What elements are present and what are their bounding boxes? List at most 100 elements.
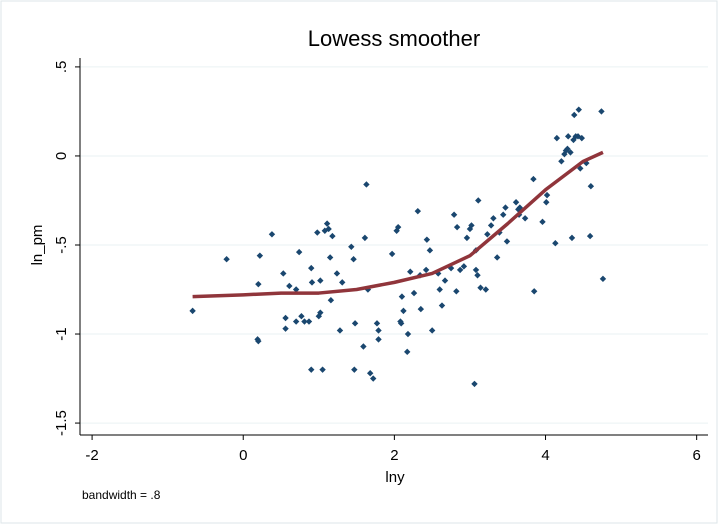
point — [438, 302, 446, 309]
point — [521, 215, 529, 222]
point — [255, 280, 262, 288]
y-tick-label: 0 — [53, 152, 70, 160]
x-tick-label: 4 — [541, 447, 549, 464]
point — [305, 318, 313, 325]
point — [417, 305, 425, 313]
point — [333, 270, 341, 277]
lowess-line — [192, 150, 604, 299]
point — [375, 327, 382, 334]
point — [256, 252, 264, 259]
point — [561, 150, 568, 158]
point — [388, 250, 396, 258]
point — [474, 272, 481, 279]
point — [282, 314, 289, 322]
point — [484, 231, 491, 238]
point — [553, 134, 561, 142]
point — [463, 234, 471, 242]
point — [441, 277, 449, 284]
point — [366, 370, 374, 377]
point — [487, 222, 495, 229]
point — [502, 204, 509, 211]
point — [423, 236, 431, 243]
point — [397, 320, 405, 327]
point — [564, 133, 572, 140]
point — [426, 247, 434, 254]
point — [493, 254, 501, 261]
point — [295, 248, 303, 256]
point — [301, 318, 308, 325]
x-tick-label: 2 — [390, 447, 398, 464]
point — [599, 275, 607, 283]
point — [308, 366, 315, 373]
point — [436, 286, 443, 293]
point — [336, 327, 344, 334]
point — [543, 191, 551, 199]
point — [268, 231, 276, 238]
point — [329, 232, 336, 240]
point — [598, 108, 605, 115]
point — [512, 199, 520, 206]
point — [578, 134, 585, 142]
point — [422, 266, 430, 274]
point — [475, 197, 482, 204]
x-tick-label: 6 — [692, 447, 700, 464]
point — [404, 348, 411, 356]
point — [323, 220, 331, 227]
point — [286, 282, 293, 290]
point — [317, 277, 324, 284]
point — [568, 234, 576, 242]
point — [308, 264, 315, 272]
point — [351, 320, 359, 327]
y-tick-label: -1.5 — [53, 410, 70, 436]
point — [456, 266, 464, 274]
point — [500, 211, 507, 218]
point — [363, 181, 370, 188]
point — [410, 289, 418, 297]
point — [361, 234, 369, 242]
point — [325, 225, 332, 233]
point — [292, 286, 300, 293]
point — [360, 343, 367, 350]
point — [314, 229, 321, 236]
y-tick-label: -1 — [53, 327, 70, 340]
point — [375, 336, 382, 343]
point — [407, 268, 414, 275]
note: bandwidth = .8 — [82, 488, 161, 502]
x-tick-label: 0 — [239, 447, 247, 464]
x-axis-label: lny — [385, 469, 405, 486]
point — [530, 288, 538, 295]
point — [351, 366, 358, 373]
point — [472, 266, 480, 274]
point — [490, 215, 497, 222]
point — [587, 183, 595, 190]
point — [327, 296, 335, 304]
point — [450, 211, 458, 218]
point — [404, 330, 412, 338]
y-tick-label: .5 — [53, 61, 70, 74]
point — [543, 199, 550, 206]
point — [577, 165, 584, 172]
point — [453, 223, 461, 231]
point — [571, 111, 578, 119]
point — [394, 223, 402, 231]
point — [482, 286, 490, 293]
point — [516, 204, 524, 211]
point — [326, 254, 334, 261]
point — [530, 175, 537, 183]
point — [308, 279, 316, 286]
point — [373, 320, 381, 327]
point — [460, 263, 468, 270]
point — [428, 327, 436, 334]
y-tick-label: -.5 — [53, 236, 70, 254]
point — [539, 218, 546, 226]
point — [477, 284, 484, 291]
point — [189, 307, 196, 315]
x-tick-label: -2 — [85, 447, 98, 464]
point — [223, 256, 230, 263]
point — [552, 240, 559, 247]
point — [471, 380, 478, 388]
point — [558, 158, 565, 165]
point — [255, 337, 262, 345]
